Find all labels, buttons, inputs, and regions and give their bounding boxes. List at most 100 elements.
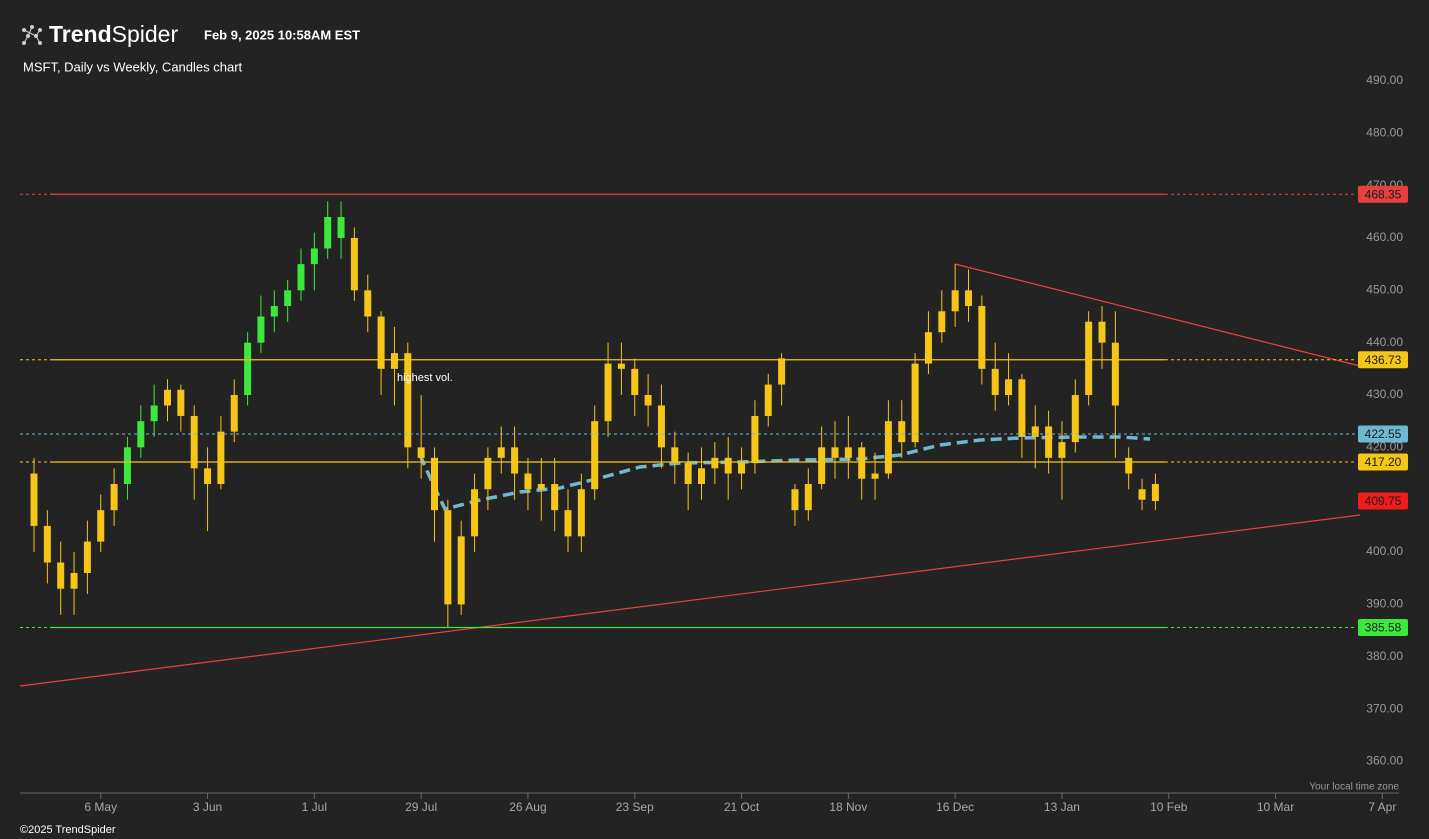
x-tick-label: 23 Sep (616, 800, 654, 814)
level-badge (1358, 619, 1408, 637)
x-tick-label: 16 Dec (936, 800, 974, 814)
candle-body (123, 447, 131, 485)
y-tick-label: 430.00 (1366, 387, 1403, 401)
candle-body (217, 431, 225, 485)
candle-body (1018, 379, 1026, 437)
y-tick-label: 480.00 (1366, 125, 1403, 139)
x-tick-label: 13 Jan (1044, 800, 1080, 814)
candle-body (417, 447, 425, 458)
brand-light: Spider (112, 21, 179, 47)
candle-body (257, 316, 265, 343)
candle-body (1151, 484, 1159, 502)
level-badge-label: 409.75 (1365, 494, 1402, 508)
x-tick-label: 1 Jul (302, 800, 327, 814)
candle-body (364, 290, 372, 317)
candle-body (110, 484, 118, 511)
footer: ©2025 TrendSpider (20, 824, 116, 836)
candle-body (1005, 379, 1013, 396)
candle-body (898, 421, 906, 443)
candle-body (738, 463, 746, 474)
weekly-moving-average (418, 435, 1151, 512)
candle-body (978, 306, 986, 369)
candle-body (337, 217, 345, 238)
candle-body (818, 447, 826, 485)
candle-body (644, 395, 652, 406)
level-badge (1358, 453, 1408, 471)
y-tick-label: 440.00 (1366, 335, 1403, 349)
candle-body (711, 457, 719, 469)
brand: TrendSpider (49, 21, 178, 47)
candle-body (751, 415, 759, 464)
candle-body (671, 447, 679, 464)
candle-body (190, 415, 198, 469)
level-badge (1358, 425, 1408, 443)
annotation: highest vol. (397, 372, 453, 384)
candle-body (43, 525, 51, 563)
support-trendline (19, 514, 1361, 687)
candle-body (471, 489, 479, 537)
candle-body (791, 489, 799, 511)
candle-body (284, 290, 292, 307)
level-badge-label: 436.73 (1365, 353, 1402, 367)
brand-bold: Trend (49, 21, 112, 47)
x-tick-label: 3 Jun (193, 800, 222, 814)
candle-body (564, 510, 572, 537)
logo-icon (22, 25, 42, 45)
y-tick-label: 390.00 (1366, 597, 1403, 611)
candle-body (911, 363, 919, 443)
candle-body (83, 541, 91, 573)
candle-body (1138, 489, 1146, 500)
candle-body (1098, 321, 1106, 343)
candle-body (297, 264, 305, 291)
candle-body (204, 468, 212, 485)
resistance-trendline (954, 263, 1361, 367)
candle-body (698, 468, 705, 485)
candle-body (965, 290, 972, 307)
candle-body (604, 363, 612, 422)
y-tick-label: 400.00 (1366, 544, 1403, 558)
level-badge-label: 385.58 (1365, 621, 1402, 635)
x-tick-label: 21 Oct (724, 800, 760, 814)
chart-title: MSFT, Daily vs Weekly, Candles chart (23, 59, 243, 74)
candle-body (831, 447, 839, 458)
candle-body (497, 447, 505, 458)
candle-body (57, 562, 65, 589)
candle-body (350, 237, 358, 291)
candle-body (30, 473, 38, 526)
candle-body (524, 473, 532, 490)
candle-body (591, 421, 599, 490)
candle-body (844, 447, 852, 458)
candle-body (617, 363, 625, 369)
candle-body (924, 332, 932, 364)
candle-body (511, 447, 519, 474)
candle-body (551, 484, 559, 511)
x-tick-label: 7 Apr (1368, 800, 1396, 814)
candle-body (1111, 342, 1119, 406)
candle-body (150, 405, 158, 422)
candle-body (631, 368, 639, 396)
candle-body (457, 536, 465, 605)
candle-body (871, 473, 879, 479)
candle-body (537, 484, 545, 490)
candle-body (484, 457, 492, 490)
level-badge-label: 468.35 (1365, 187, 1402, 201)
y-tick-label: 370.00 (1366, 701, 1403, 715)
level-badge (1358, 185, 1408, 203)
timezone-note: Your local time zone (1309, 782, 1399, 793)
x-tick-label: 26 Aug (509, 800, 546, 814)
y-tick-label: 380.00 (1366, 649, 1403, 663)
x-tick-label: 6 May (84, 800, 117, 814)
candle-body (1058, 442, 1066, 458)
candle-body (577, 489, 585, 537)
candle-body (858, 447, 866, 479)
candle-body (97, 510, 105, 542)
candle-body (230, 395, 238, 432)
candle-body (951, 290, 959, 312)
level-badge (1358, 351, 1408, 369)
candle-body (938, 311, 946, 333)
candle-body (884, 421, 892, 474)
x-tick-label: 29 Jul (405, 800, 437, 814)
